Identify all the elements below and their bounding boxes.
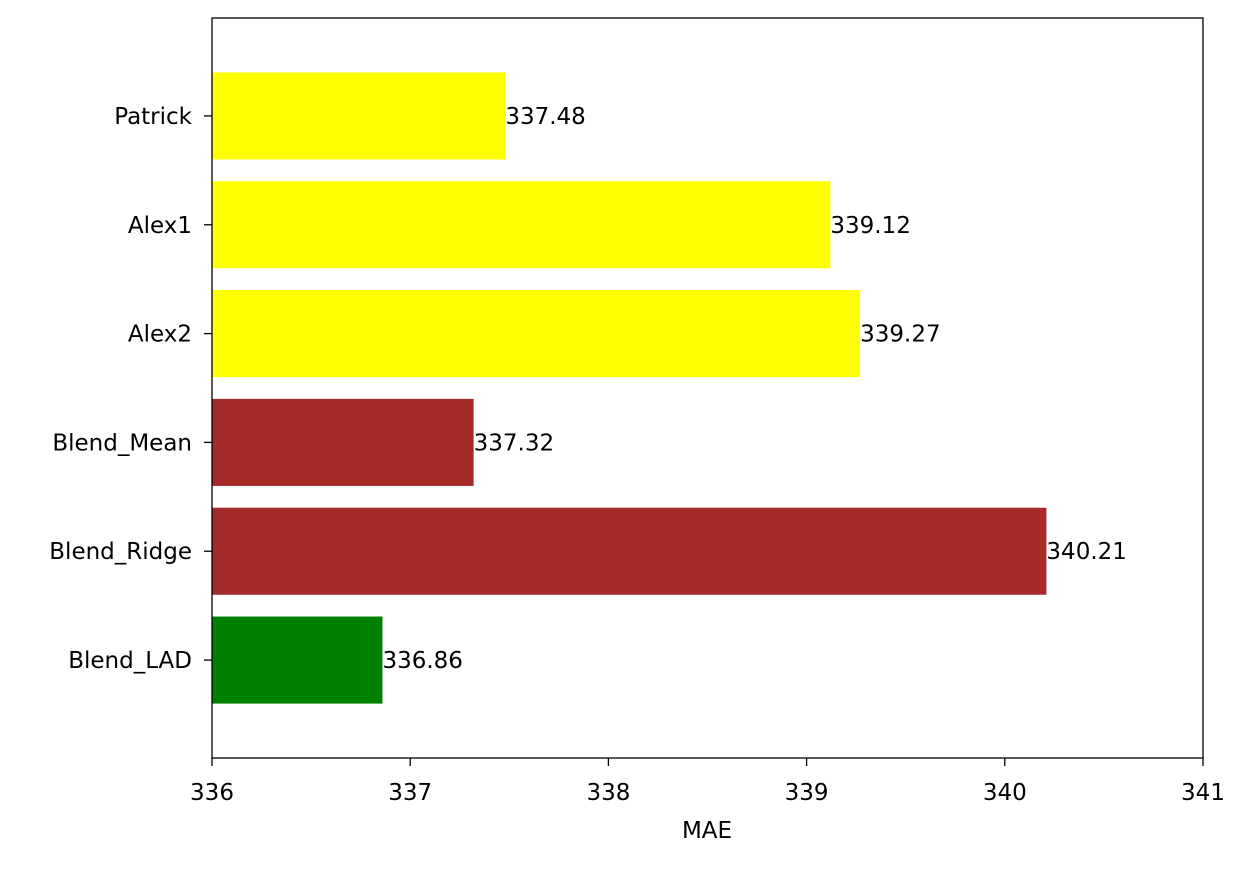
y-tick-label: Blend_LAD	[68, 648, 192, 674]
y-tick-label: Patrick	[114, 104, 192, 130]
data-label: 339.12	[830, 213, 910, 239]
x-tick-label: 340	[983, 780, 1027, 806]
data-label: 340.21	[1046, 539, 1126, 565]
bars-layer	[212, 72, 1047, 704]
data-labels-layer: 337.48 339.12 339.27 337.32 340.21 336.86	[382, 104, 1126, 674]
bar-alex1	[212, 181, 831, 269]
x-tick-label: 337	[388, 780, 432, 806]
data-label: 337.48	[505, 104, 585, 130]
x-axis-title: MAE	[682, 818, 732, 844]
bar-alex2	[212, 290, 861, 378]
data-label: 337.32	[474, 430, 554, 456]
data-label: 339.27	[860, 322, 940, 348]
axes-layer: Patrick Alex1 Alex2 Blend_Mean Blend_Ridge Bl…	[49, 17, 1225, 806]
y-tick-label: Blend_Ridge	[49, 539, 192, 565]
x-tick-label: 341	[1181, 780, 1225, 806]
plot-frame	[211, 17, 1204, 759]
y-tick-label: Alex1	[128, 213, 192, 239]
y-tick-label: Blend_Mean	[52, 430, 192, 456]
bar-blend-ridge	[212, 507, 1047, 595]
x-tick-label: 336	[190, 780, 234, 806]
bar-blend-mean	[212, 398, 474, 486]
data-label: 336.86	[382, 648, 462, 674]
y-tick-label: Alex2	[128, 322, 192, 348]
bar-patrick	[212, 72, 506, 160]
x-tick-label: 339	[785, 780, 829, 806]
x-tick-label: 338	[586, 780, 630, 806]
bar-blend-lad	[212, 616, 383, 704]
